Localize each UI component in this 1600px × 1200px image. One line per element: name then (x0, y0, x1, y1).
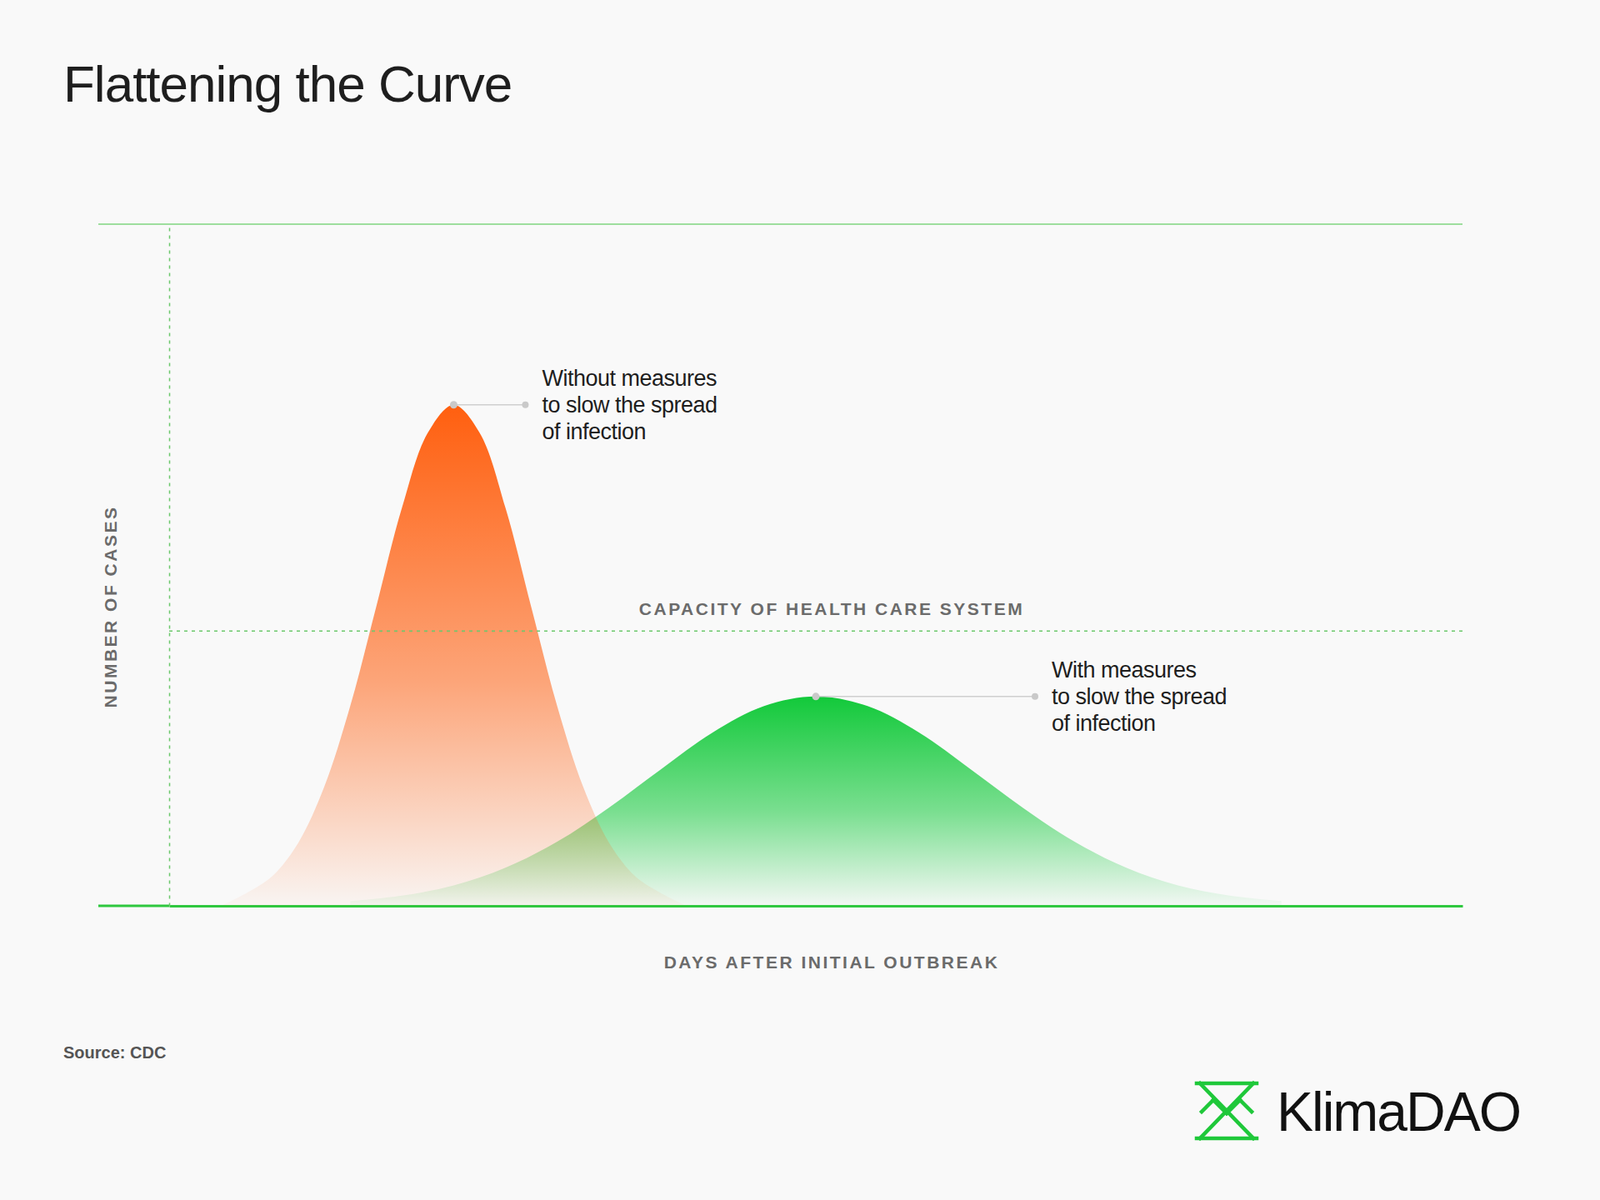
brand-logo (1196, 1083, 1257, 1139)
peak-marker (812, 692, 820, 700)
series-area (220, 405, 687, 906)
callout-line (453, 404, 525, 406)
x-axis (170, 905, 1464, 907)
frame-top (98, 223, 1463, 225)
title: Flattening the Curve (63, 55, 512, 113)
logo-stroke (1196, 1136, 1257, 1141)
series-label: With measuresto slow the spreadof infect… (1051, 657, 1227, 736)
y-axis (169, 225, 170, 907)
series-label-line: of infection (541, 419, 646, 445)
series-label-line: Without measures (541, 365, 717, 391)
logo-stroke (1240, 1100, 1252, 1112)
source: Source: CDC (63, 1043, 166, 1062)
plot-area (220, 405, 1282, 906)
callout-dot (1031, 693, 1039, 700)
reference-line (169, 630, 1463, 633)
logo-stroke (1200, 1083, 1254, 1139)
logo-stroke (1213, 1100, 1227, 1114)
y-axis-line (169, 225, 171, 907)
background (0, 0, 1600, 1200)
x-axis-title: DAYS AFTER INITIAL OUTBREAK (664, 952, 1000, 972)
brand-name: KlimaDAO (1276, 1080, 1520, 1143)
callout-dot (521, 401, 529, 409)
series-label-line: of infection (1051, 710, 1156, 736)
callout-line (815, 695, 1035, 698)
peak-marker (450, 400, 458, 409)
logo-stroke (1196, 1081, 1257, 1086)
series-label-line: to slow the spread (1051, 684, 1227, 710)
series-label-line: to slow the spread (541, 392, 717, 418)
chart-root: Flattening the Curve DAYS AFTER INITIAL O… (0, 0, 1600, 1200)
logo-stroke (1201, 1100, 1214, 1112)
y-axis-title: NUMBER OF CASES (100, 505, 120, 709)
axis-extension (98, 905, 170, 908)
series-label-line: With measures (1051, 657, 1197, 683)
logo-stroke (1200, 1083, 1254, 1139)
logo-stroke (1226, 1100, 1240, 1114)
reference-label: CAPACITY OF HEALTH CARE SYSTEM (639, 599, 1025, 619)
series-label: Without measuresto slow the spreadof inf… (541, 365, 717, 445)
